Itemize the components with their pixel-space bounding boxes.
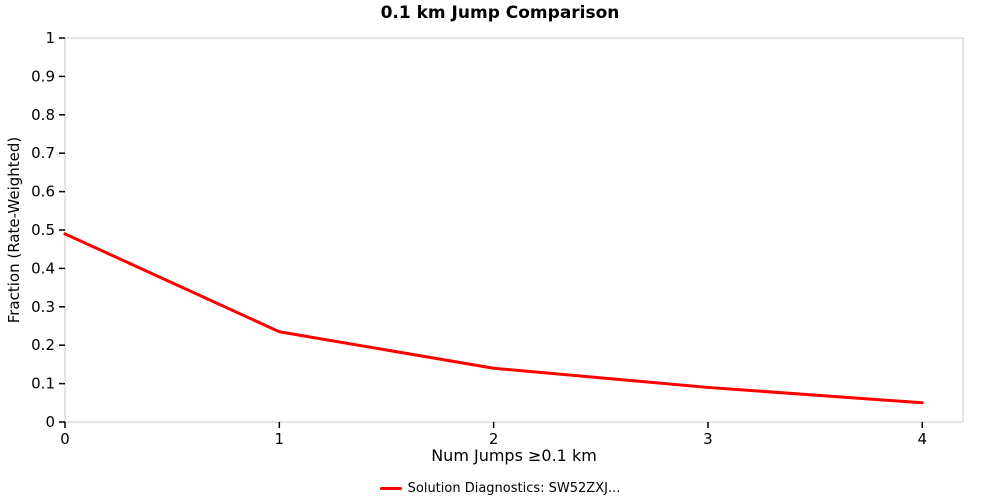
x-tick-label: 3 xyxy=(703,430,713,448)
y-tick-label: 0.1 xyxy=(31,375,55,393)
y-tick-label: 0.7 xyxy=(31,144,55,162)
y-tick-label: 1 xyxy=(45,29,55,47)
legend-label: Solution Diagnostics: SW52ZXJ... xyxy=(407,481,621,496)
y-tick-label: 0.4 xyxy=(31,259,55,277)
plot-border xyxy=(64,37,964,423)
y-tick-label: 0.6 xyxy=(31,183,55,201)
y-tick-label: 0.2 xyxy=(31,336,55,354)
y-tick-label: 0 xyxy=(45,413,55,431)
x-tick-label: 0 xyxy=(60,430,70,448)
chart-title: 0.1 km Jump Comparison xyxy=(380,3,620,23)
y-axis-label: Fraction (Rate-Weighted) xyxy=(5,136,23,324)
x-tick-label: 2 xyxy=(489,430,499,448)
legend-line-icon xyxy=(379,487,402,490)
y-tick-label: 0.5 xyxy=(31,221,55,239)
y-tick-label: 0.3 xyxy=(31,298,55,316)
y-tick-label: 0.8 xyxy=(31,106,55,124)
x-tick-label: 1 xyxy=(275,430,285,448)
data-line xyxy=(63,232,924,405)
legend: Solution Diagnostics: SW52ZXJ... xyxy=(0,481,1000,496)
x-tick-label: 4 xyxy=(918,430,928,448)
y-tick-label: 0.9 xyxy=(31,67,55,85)
x-axis-label: Num Jumps ≥0.1 km xyxy=(431,446,597,465)
